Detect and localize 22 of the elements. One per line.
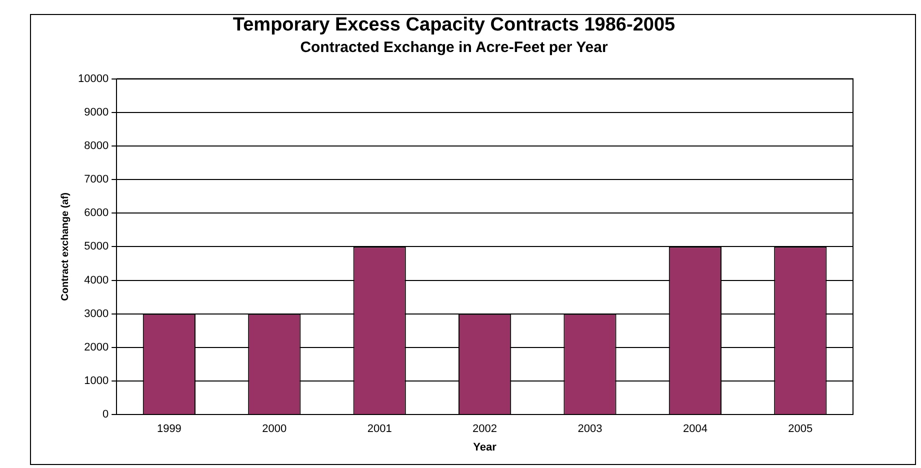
y-tick-label: 7000 [84,174,109,186]
x-tick-label: 2001 [367,423,392,436]
x-tick-label: 2004 [682,423,708,436]
x-tick-label: 2002 [472,423,498,436]
y-tick-label: 3000 [84,308,109,320]
y-tick-label: 10000 [78,72,109,85]
y-tick-label: 6000 [84,207,109,220]
y-tick-label: 1000 [84,375,109,388]
x-tick-label: 1999 [156,423,182,436]
y-tick-label: 5000 [84,240,109,253]
y-tick-label: 8000 [84,140,109,152]
x-tick-label: 2003 [578,423,602,436]
chart-subtitle: Contracted Exchange in Acre-Feet per Year [300,38,608,56]
x-axis-title: Year [473,441,498,454]
y-tick-label: 0 [102,408,109,421]
chart-title: Temporary Excess Capacity Contracts 1986-2005 [232,14,676,36]
y-tick-label: 9000 [84,106,109,118]
x-tick-label: 2000 [262,423,287,436]
y-axis-title: Contract exchange (af) [60,192,71,301]
y-tick-label: 4000 [84,274,109,286]
x-tick-label: 2005 [788,423,813,436]
y-tick-label: 2000 [84,341,109,354]
